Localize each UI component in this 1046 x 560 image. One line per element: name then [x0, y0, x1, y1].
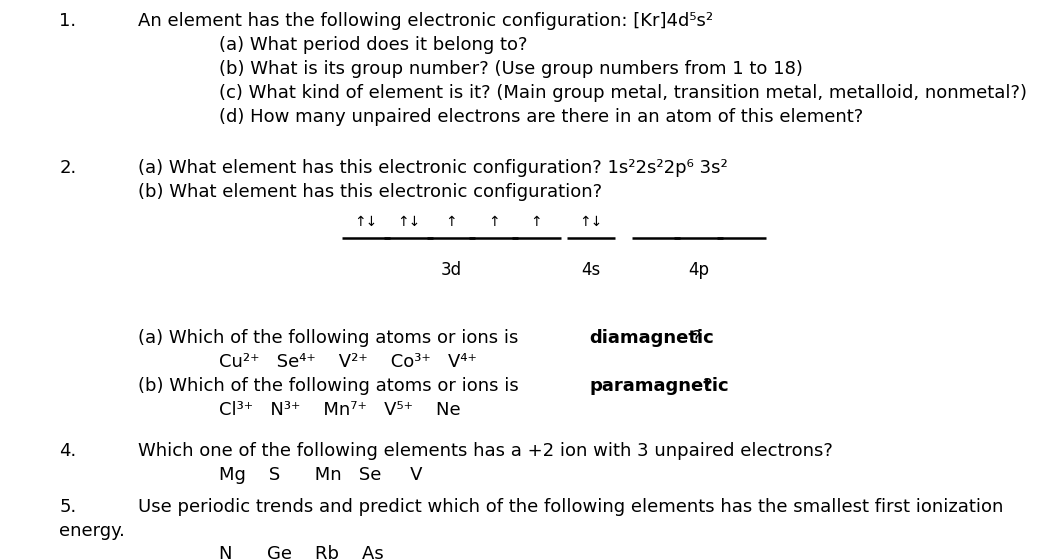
Text: (d) How many unpaired electrons are there in an atom of this element?: (d) How many unpaired electrons are ther…: [219, 108, 863, 126]
Text: Which one of the following elements has a +2 ion with 3 unpaired electrons?: Which one of the following elements has …: [138, 442, 833, 460]
Text: 1.: 1.: [60, 12, 76, 30]
Text: 4s: 4s: [582, 261, 600, 279]
Text: ↑: ↑: [487, 216, 500, 230]
Text: ?: ?: [703, 377, 712, 395]
Text: (b) What is its group number? (Use group numbers from 1 to 18): (b) What is its group number? (Use group…: [219, 60, 802, 78]
Text: ↑↓: ↑↓: [396, 216, 420, 230]
Text: ↑: ↑: [530, 216, 542, 230]
Text: Mg    S      Mn   Se     V: Mg S Mn Se V: [219, 466, 423, 484]
Text: N      Ge    Rb    As: N Ge Rb As: [219, 544, 384, 560]
Text: energy.: energy.: [60, 522, 126, 540]
Text: (c) What kind of element is it? (Main group metal, transition metal, metalloid, : (c) What kind of element is it? (Main gr…: [219, 84, 1027, 102]
Text: An element has the following electronic configuration: [Kr]4d⁵s²: An element has the following electronic …: [138, 12, 712, 30]
Text: paramagnetic: paramagnetic: [589, 377, 729, 395]
Text: 4p: 4p: [688, 261, 709, 279]
Text: 2.: 2.: [60, 159, 76, 177]
Text: ↑: ↑: [446, 216, 457, 230]
Text: Use periodic trends and predict which of the following elements has the smallest: Use periodic trends and predict which of…: [138, 498, 1003, 516]
Text: Cu²⁺   Se⁴⁺    V²⁺    Co³⁺   V⁴⁺: Cu²⁺ Se⁴⁺ V²⁺ Co³⁺ V⁴⁺: [219, 353, 477, 371]
Text: diamagnetic: diamagnetic: [589, 329, 713, 347]
Text: (a) What period does it belong to?: (a) What period does it belong to?: [219, 36, 527, 54]
Text: (a) Which of the following atoms or ions is: (a) Which of the following atoms or ions…: [138, 329, 524, 347]
Text: 3d: 3d: [440, 261, 461, 279]
Text: ?: ?: [691, 329, 701, 347]
Text: 4.: 4.: [60, 442, 76, 460]
Text: 5.: 5.: [60, 498, 76, 516]
Text: (b) What element has this electronic configuration?: (b) What element has this electronic con…: [138, 183, 601, 201]
Text: Cl³⁺   N³⁺    Mn⁷⁺   V⁵⁺    Ne: Cl³⁺ N³⁺ Mn⁷⁺ V⁵⁺ Ne: [219, 401, 460, 419]
Text: (a) What element has this electronic configuration? 1s²2s²2p⁶ 3s²: (a) What element has this electronic con…: [138, 159, 727, 177]
Text: ↑↓: ↑↓: [355, 216, 378, 230]
Text: ↑↓: ↑↓: [579, 216, 602, 230]
Text: (b) Which of the following atoms or ions is: (b) Which of the following atoms or ions…: [138, 377, 524, 395]
